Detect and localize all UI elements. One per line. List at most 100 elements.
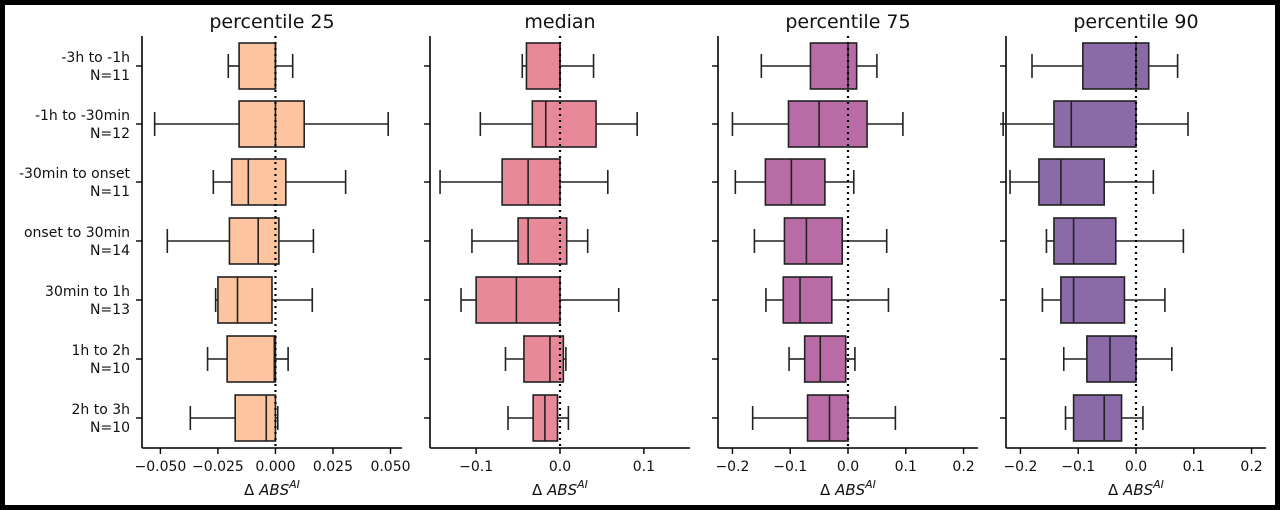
x-tick-label: 0.025 [313,459,353,475]
x-tick-label: −0.2 [715,459,749,475]
row-count-label: N=10 [90,361,130,377]
iqr-box [1038,158,1106,206]
iqr-box [1053,217,1117,265]
panel-3: percentile 75 −0.2 −0.1 0.0 0.1 0.2 Δ ABSAI [712,11,978,499]
x-tick-label: −0.050 [135,459,187,475]
box-6 [788,335,856,383]
panel-4: percentile 90 −0.2 −0.1 0.0 0.1 0.2 Δ ABSAI [1000,11,1266,499]
box-2 [731,100,904,148]
iqr-box [803,335,847,383]
iqr-box [764,158,826,206]
box-1 [1031,42,1179,90]
box-5 [1041,276,1166,324]
box-5 [765,276,890,324]
iqr-box [531,100,597,148]
x-axis-label: Δ ABSAI [820,478,876,499]
box-2 [153,100,389,148]
x-tick-label: 0.1 [1183,459,1205,475]
panel-2: median −0.1 0.0 0.1 Δ ABSAI [424,11,690,499]
row-label: 1h to 2h [71,343,130,359]
box-7 [507,394,570,442]
box-6 [206,335,289,383]
iqr-box [234,394,277,442]
x-tick-label: −0.025 [192,459,244,475]
panel-title: percentile 25 [209,11,334,33]
x-tick-label: 0.000 [255,459,295,475]
row-count-label: N=10 [90,420,130,436]
row-count-label: N=12 [90,126,130,142]
iqr-box [806,394,849,442]
box-4 [471,217,589,265]
x-tick-label: 0.1 [633,459,655,475]
iqr-box [1072,394,1123,442]
box-1 [760,42,878,90]
x-tick-label: 0.0 [549,459,571,475]
panel-title: median [524,11,595,33]
iqr-box [1086,335,1137,383]
box-6 [1062,335,1173,383]
box-1 [227,42,294,90]
panel-1: percentile 25 -3h to -1h N=11 -1h to -30min… [19,11,411,499]
box-4 [753,217,888,265]
x-tick-label: −0.1 [459,459,493,475]
x-tick-label: 0.0 [837,459,859,475]
row-count-label: N=13 [90,302,130,318]
row-label: -30min to onset [19,166,131,182]
box-2 [479,100,638,148]
box-3 [1009,158,1155,206]
row-count-label: N=11 [90,184,130,200]
box-7 [751,394,897,442]
panel-title: percentile 90 [1073,11,1198,33]
box-5 [460,276,620,324]
iqr-box [783,217,844,265]
x-tick-label: 0.1 [895,459,917,475]
box-3 [439,158,609,206]
box-2 [1002,100,1189,148]
iqr-box [782,276,833,324]
iqr-box [230,158,287,206]
iqr-box [475,276,561,324]
x-tick-label: 0.2 [1240,459,1262,475]
x-tick-label: 0.050 [370,459,410,475]
iqr-box [517,217,568,265]
iqr-box [787,100,868,148]
row-label: -3h to -1h [61,50,130,66]
x-tick-label: −0.1 [773,459,807,475]
iqr-box [809,42,858,90]
iqr-box [1082,42,1150,90]
box-5 [214,276,314,324]
x-tick-label: −0.2 [1003,459,1037,475]
box-7 [189,394,279,442]
x-tick-label: 0.2 [952,459,974,475]
box-3 [212,158,347,206]
iqr-box [523,335,565,383]
panel-title: percentile 75 [785,11,910,33]
row-label: onset to 30min [24,225,130,241]
iqr-box [501,158,561,206]
row-label: -1h to -30min [35,108,130,124]
box-6 [504,335,567,383]
x-axis-label: Δ ABSAI [532,478,588,499]
figure-frame: percentile 25 -3h to -1h N=11 -1h to -30min… [5,5,1275,505]
box-4 [166,217,315,265]
row-count-label: N=14 [90,243,130,259]
iqr-box [217,276,273,324]
row-label: 2h to 3h [71,402,130,418]
iqr-box [1053,100,1137,148]
box-1 [521,42,595,90]
box-7 [1064,394,1144,442]
boxplot-figure: percentile 25 -3h to -1h N=11 -1h to -30min… [19,11,1266,499]
iqr-box [238,42,277,90]
x-axis-label: Δ ABSAI [1108,478,1164,499]
row-label: 30min to 1h [45,284,130,300]
x-tick-label: −0.1 [1061,459,1095,475]
x-tick-label: 0.0 [1125,459,1147,475]
iqr-box [525,42,561,90]
iqr-box [228,217,280,265]
x-axis-label: Δ ABSAI [244,478,300,499]
box-4 [1045,217,1185,265]
box-3 [734,158,855,206]
iqr-box [238,100,306,148]
row-count-label: N=11 [90,68,130,84]
iqr-box [226,335,277,383]
